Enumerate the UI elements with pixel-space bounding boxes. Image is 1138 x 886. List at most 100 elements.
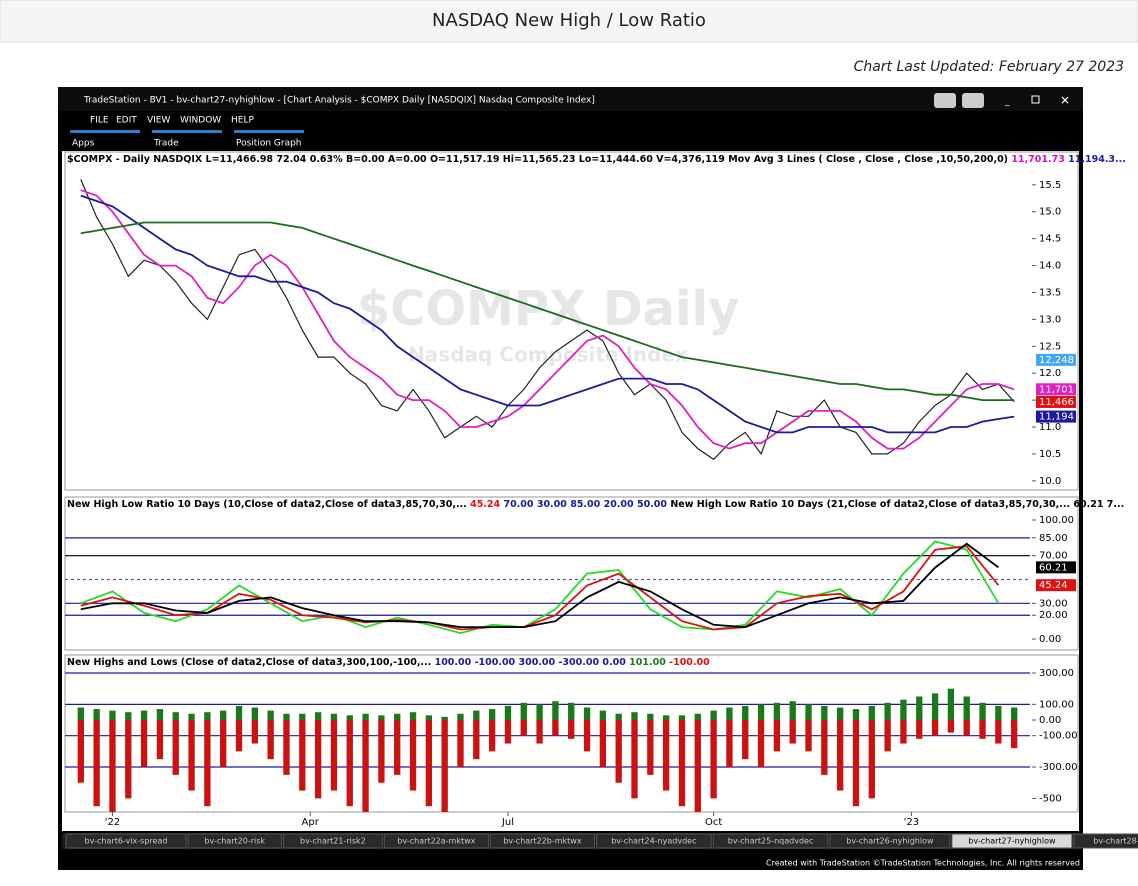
bar xyxy=(631,712,637,720)
x-tick-label: Oct xyxy=(705,817,722,828)
bar xyxy=(647,714,653,720)
bar xyxy=(283,720,289,775)
bar xyxy=(710,720,716,798)
header-part: $COMPX - Daily NASDQIX L=11,466.98 72.04… xyxy=(67,154,1008,165)
bar xyxy=(600,711,606,720)
minimize[interactable]: _ xyxy=(1004,97,1010,107)
bar xyxy=(236,720,242,751)
menu-item[interactable]: EDIT xyxy=(116,116,137,126)
bar xyxy=(900,720,906,744)
header-part: 100.00 xyxy=(435,657,472,668)
y-tick-label: -500 xyxy=(1039,793,1062,804)
bar xyxy=(932,693,938,720)
bar xyxy=(710,711,716,720)
tab[interactable]: bv-chart25-nqadvdec xyxy=(713,834,828,848)
header-part: 11,194.3... xyxy=(1068,154,1126,165)
bar xyxy=(299,714,305,720)
bar xyxy=(805,720,811,751)
bar xyxy=(236,706,242,720)
bar xyxy=(505,720,511,744)
bar xyxy=(442,717,448,720)
header-part: New High Low Ratio 10 Days (10,Close of … xyxy=(67,499,467,510)
tab[interactable]: bv-chart22a-mktwx xyxy=(384,834,488,848)
bar xyxy=(220,711,226,720)
bar xyxy=(964,697,970,721)
bar xyxy=(774,703,780,720)
bar xyxy=(837,707,843,720)
bar xyxy=(1011,707,1017,720)
y-tick-label: -300.00 xyxy=(1039,762,1078,773)
x-tick-label: Apr xyxy=(302,817,320,828)
y-tick-label: 0.00 xyxy=(1039,715,1061,726)
menu-item[interactable]: WINDOW xyxy=(180,116,221,126)
bar xyxy=(979,703,985,720)
bar xyxy=(141,711,147,720)
tab[interactable]: bv-chart6-vix-spread xyxy=(66,834,186,848)
bar xyxy=(916,697,922,721)
bar xyxy=(252,720,258,744)
bar xyxy=(631,720,637,798)
bar xyxy=(790,701,796,720)
bar xyxy=(758,720,764,767)
tab[interactable]: bv-chart26-nyhighlow xyxy=(830,834,950,848)
bar xyxy=(315,720,321,798)
y-tick-label: 70.00 xyxy=(1039,551,1068,562)
tab[interactable]: bv-chart24-nyadvdec xyxy=(597,834,712,848)
y-tick-label: -100.00 xyxy=(1039,731,1078,742)
tab-label: bv-chart22b-mktwx xyxy=(503,837,582,846)
bar xyxy=(552,720,558,736)
bar xyxy=(473,711,479,720)
icon-button[interactable] xyxy=(934,93,956,108)
tab-label: bv-chart22a-mktwx xyxy=(397,837,475,846)
tab[interactable]: bv-chart21-risk2 xyxy=(284,834,383,848)
bar xyxy=(521,703,527,720)
bar xyxy=(695,720,701,814)
bar xyxy=(616,714,622,720)
bar xyxy=(663,720,669,791)
icon-button[interactable] xyxy=(962,93,984,108)
bar xyxy=(521,720,527,736)
bar xyxy=(774,720,780,751)
y-tick-label: 20.00 xyxy=(1039,610,1068,621)
y-tick-label: 11.0 xyxy=(1039,422,1061,433)
bar xyxy=(853,720,859,806)
header-part: 101.00 xyxy=(629,657,666,668)
bar xyxy=(331,720,337,791)
bar xyxy=(790,720,796,744)
header-part: New High Low Ratio 10 Days (21,Close of … xyxy=(670,499,1070,510)
bar xyxy=(426,720,432,806)
bar xyxy=(679,720,685,806)
menu-item[interactable]: HELP xyxy=(231,116,254,126)
toolbar-item[interactable]: Trade xyxy=(153,139,179,149)
toolbar-item[interactable]: Position Graph xyxy=(236,139,302,149)
y-tick-label: 14.5 xyxy=(1039,234,1061,245)
close[interactable]: ✕ xyxy=(1060,94,1070,108)
menu-item[interactable]: FILE xyxy=(90,116,109,126)
y-tick-label: 0.00 xyxy=(1039,634,1061,645)
bar xyxy=(157,720,163,759)
bar xyxy=(568,720,574,739)
tab[interactable]: bv-chart27-nyhighlow xyxy=(952,834,1072,848)
bar xyxy=(726,720,732,767)
y-tick-label: 100.00 xyxy=(1039,515,1074,526)
bar xyxy=(1011,720,1017,748)
bar xyxy=(821,720,827,775)
footer: Created with TradeStation ©TradeStation … xyxy=(766,859,1080,868)
bar xyxy=(742,720,748,759)
bar xyxy=(362,720,368,814)
bar xyxy=(109,720,115,814)
header-part: 70.00 xyxy=(503,499,533,510)
value-marker-label: 11,466 xyxy=(1039,397,1074,408)
tab[interactable]: bv-chart22b-mktwx xyxy=(490,834,594,848)
toolbar-item[interactable]: Apps xyxy=(72,139,95,149)
menu-item[interactable]: VIEW xyxy=(147,116,170,126)
tab[interactable]: bv-chart20-risk xyxy=(188,834,282,848)
bar xyxy=(315,712,321,720)
tab-label: bv-chart26-nyhighlow xyxy=(846,837,934,846)
bar xyxy=(173,720,179,775)
bar xyxy=(869,720,875,798)
bar xyxy=(837,720,843,791)
bar xyxy=(600,720,606,767)
bar xyxy=(758,704,764,720)
tab[interactable]: bv-chart28-vix-bolbands xyxy=(1074,834,1138,848)
